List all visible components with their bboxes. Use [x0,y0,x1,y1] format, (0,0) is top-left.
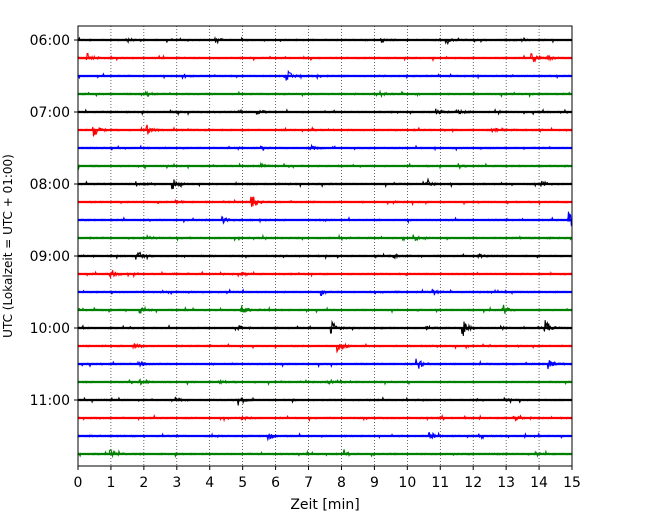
y-tick-label: 11:00 [30,393,70,409]
trace-row-06:15 [77,52,573,63]
trace-row-11:30 [77,431,573,442]
x-tick-label: 14 [530,475,548,491]
trace-row-06:45 [77,89,573,99]
trace-row-07:45 [77,161,573,171]
y-axis: 06:00 07:00 08:00 09:00 10:00 11:00 [30,33,78,409]
y-tick-label: 09:00 [30,249,70,265]
x-tick-label: 9 [370,475,379,491]
plot-frame [77,25,573,467]
trace-row-09:15 [77,270,573,280]
x-tick-label: 13 [497,475,515,491]
trace-row-07:15 [77,124,573,137]
y-tick-label: 08:00 [30,177,70,193]
trace-row-10:15 [77,342,573,354]
trace-row-06:00 [77,35,573,46]
x-tick-label: 12 [464,475,482,491]
trace-row-07:30 [77,143,573,152]
trace-row-11:45 [77,449,573,459]
x-axis-title: Zeit [min] [290,497,359,513]
y-tick-label: 10:00 [30,321,70,337]
x-tick-label: 11 [431,475,449,491]
trace-row-06:30 [77,69,573,81]
trace-row-10:45 [77,378,573,386]
trace-row-11:00 [77,396,573,406]
x-tick-label: 6 [271,475,280,491]
x-tick-label: 3 [172,475,181,491]
trace-row-08:30 [77,211,573,227]
trace-row-10:30 [77,358,573,370]
trace-row-08:00 [77,177,573,190]
trace-row-09:45 [77,304,573,314]
x-tick-label: 7 [304,475,313,491]
trace-row-09:30 [77,288,573,297]
trace-row-09:00 [77,251,573,261]
y-tick-label: 06:00 [30,33,70,49]
trace-row-08:15 [77,196,573,207]
y-axis-title: UTC (Lokalzeit = UTC + 01:00) [1,154,15,338]
trace-row-11:15 [77,413,573,423]
x-tick-label: 2 [139,475,148,491]
x-tick-label: 10 [398,475,416,491]
trace-row-10:00 [77,319,573,337]
traces-group [77,35,573,459]
grid-lines [110,26,540,466]
x-tick-label: 5 [238,475,247,491]
x-tick-label: 0 [74,475,83,491]
x-tick-label: 1 [106,475,115,491]
y-tick-label: 07:00 [30,105,70,121]
trace-row-08:45 [77,233,573,242]
x-tick-label: 4 [205,475,214,491]
trace-row-07:00 [77,108,573,117]
x-axis: 0 1 2 3 4 5 6 7 8 9 10 11 12 13 14 15 [74,466,581,491]
x-tick-label: 8 [337,475,346,491]
x-tick-label: 15 [563,475,581,491]
